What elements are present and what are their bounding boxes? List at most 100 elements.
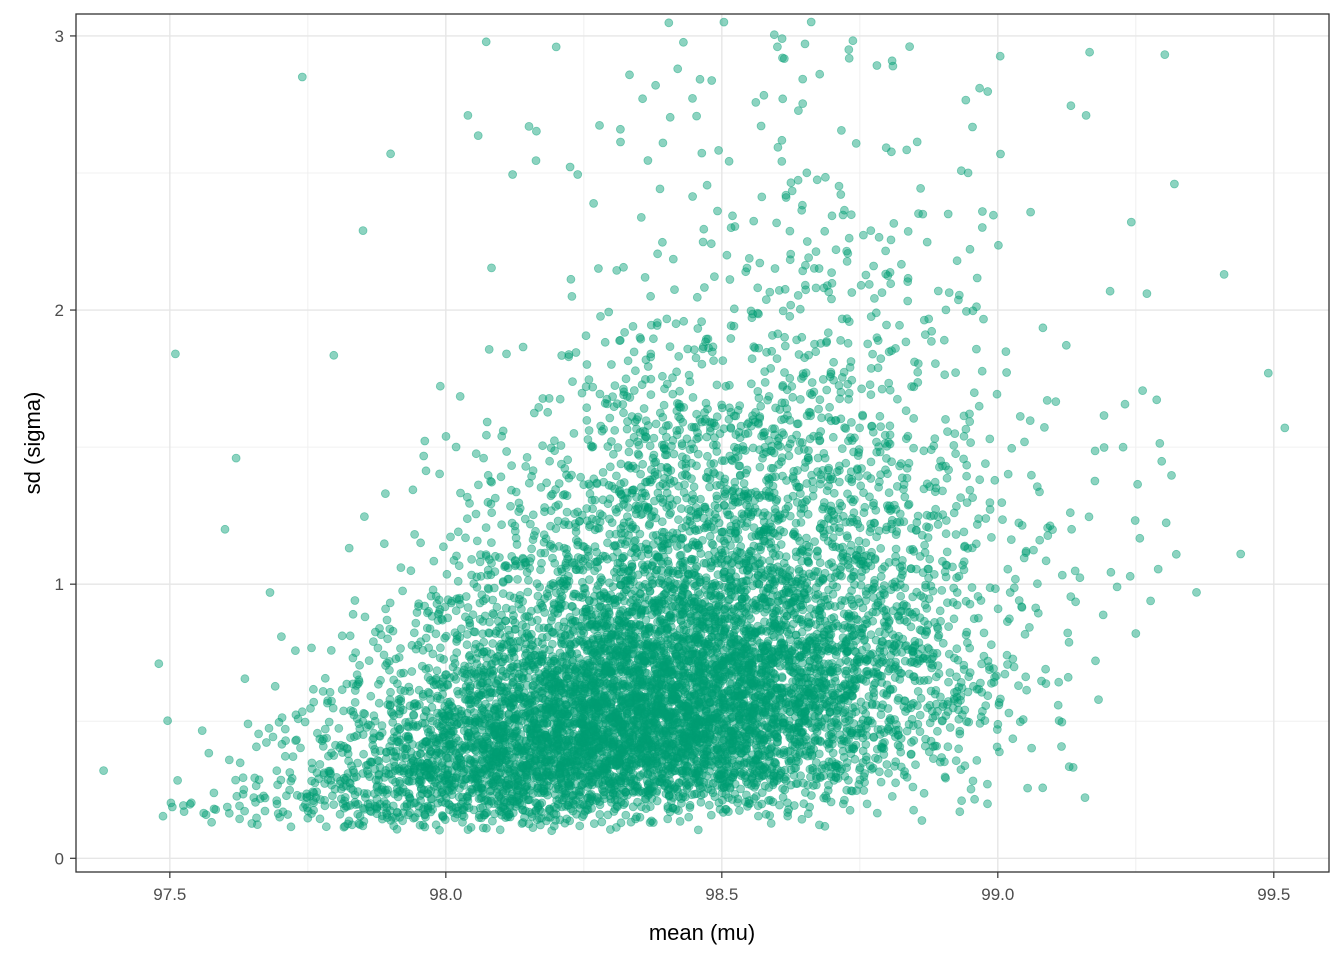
data-point bbox=[694, 661, 704, 671]
data-point bbox=[799, 799, 809, 809]
data-point bbox=[865, 380, 875, 390]
data-point bbox=[797, 332, 807, 342]
data-point bbox=[780, 368, 789, 377]
data-point bbox=[660, 681, 670, 690]
data-point bbox=[705, 672, 715, 682]
data-point bbox=[454, 689, 464, 699]
data-point bbox=[646, 291, 655, 301]
data-point bbox=[612, 564, 622, 574]
data-point bbox=[769, 30, 779, 40]
data-point bbox=[856, 481, 866, 491]
data-point bbox=[377, 783, 387, 792]
data-point bbox=[755, 638, 765, 648]
data-point bbox=[893, 394, 902, 404]
data-point bbox=[463, 732, 473, 741]
data-point bbox=[286, 822, 296, 832]
data-point bbox=[503, 563, 513, 573]
data-point bbox=[584, 755, 594, 765]
data-point bbox=[795, 304, 805, 314]
data-point bbox=[582, 614, 592, 624]
data-point bbox=[453, 718, 463, 728]
data-point bbox=[416, 538, 426, 548]
data-point bbox=[651, 419, 661, 429]
data-point bbox=[792, 482, 802, 492]
data-point bbox=[883, 704, 893, 713]
data-point bbox=[1035, 487, 1044, 497]
data-point bbox=[273, 780, 283, 790]
data-point bbox=[754, 419, 763, 429]
data-point bbox=[534, 772, 543, 782]
data-point bbox=[1014, 518, 1024, 528]
data-point bbox=[776, 625, 785, 635]
data-point bbox=[1106, 567, 1116, 577]
data-point bbox=[639, 565, 648, 574]
data-point bbox=[393, 765, 403, 774]
data-point bbox=[329, 751, 339, 760]
data-point bbox=[513, 709, 523, 719]
data-point bbox=[483, 678, 493, 688]
data-point bbox=[559, 793, 569, 803]
data-point bbox=[796, 580, 806, 589]
data-point bbox=[278, 807, 288, 817]
data-point bbox=[419, 766, 429, 776]
data-point bbox=[837, 444, 847, 454]
data-point bbox=[910, 636, 920, 646]
data-point bbox=[167, 802, 177, 812]
data-point bbox=[707, 539, 717, 548]
data-point bbox=[843, 533, 852, 543]
data-point bbox=[569, 729, 579, 739]
data-point bbox=[710, 710, 720, 719]
data-point bbox=[654, 707, 663, 717]
data-point bbox=[671, 694, 681, 703]
data-point bbox=[818, 465, 828, 475]
data-point bbox=[204, 748, 214, 758]
data-point bbox=[910, 357, 919, 367]
data-point bbox=[557, 567, 567, 576]
data-point bbox=[730, 477, 740, 487]
data-point bbox=[338, 782, 348, 792]
data-point bbox=[547, 707, 557, 716]
data-point bbox=[961, 95, 971, 105]
data-point bbox=[396, 563, 406, 572]
data-point bbox=[436, 773, 446, 782]
data-point bbox=[913, 377, 923, 387]
data-point bbox=[893, 730, 903, 740]
data-point bbox=[952, 692, 962, 702]
data-point bbox=[638, 94, 647, 104]
data-point bbox=[889, 582, 899, 592]
data-point bbox=[728, 604, 738, 614]
data-point bbox=[495, 623, 504, 632]
data-point bbox=[574, 747, 583, 757]
data-point bbox=[774, 285, 784, 295]
data-point bbox=[964, 672, 974, 682]
data-point bbox=[711, 581, 721, 590]
data-point bbox=[795, 736, 804, 746]
data-point bbox=[803, 719, 813, 728]
data-point bbox=[674, 399, 684, 409]
data-point bbox=[513, 575, 522, 584]
data-point bbox=[207, 817, 217, 827]
data-point bbox=[592, 724, 601, 734]
data-point bbox=[676, 616, 686, 626]
data-point bbox=[474, 794, 484, 804]
data-point bbox=[667, 640, 676, 650]
data-point bbox=[691, 690, 700, 700]
data-point bbox=[425, 749, 435, 759]
data-point bbox=[1015, 411, 1025, 421]
data-point bbox=[616, 137, 625, 147]
data-point bbox=[489, 747, 499, 757]
data-point bbox=[1063, 672, 1073, 682]
data-point bbox=[938, 510, 948, 519]
data-point bbox=[689, 601, 698, 611]
data-point bbox=[452, 771, 462, 781]
data-point bbox=[432, 719, 442, 728]
data-point bbox=[379, 773, 389, 782]
data-point bbox=[781, 190, 791, 200]
data-point bbox=[851, 554, 860, 564]
data-point bbox=[807, 683, 816, 693]
data-point bbox=[578, 726, 587, 736]
data-point bbox=[640, 692, 650, 702]
data-point bbox=[577, 708, 587, 718]
data-point bbox=[994, 240, 1003, 250]
data-point bbox=[702, 432, 712, 442]
